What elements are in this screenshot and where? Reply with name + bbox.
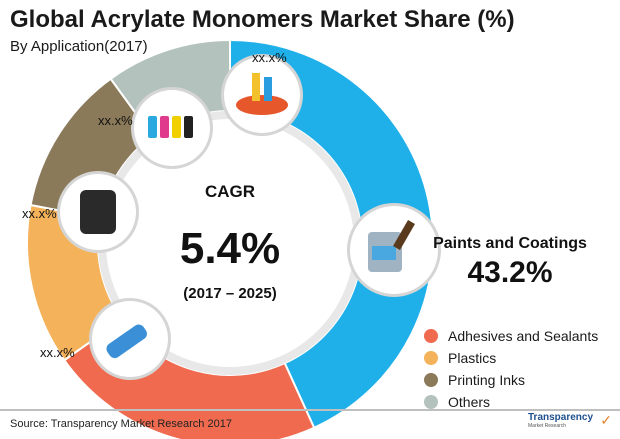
cagr-value: 5.4% xyxy=(180,224,280,273)
legend-swatch xyxy=(424,373,438,387)
water-tank-icon xyxy=(57,171,139,253)
glue-tube-icon xyxy=(89,298,171,380)
chart-title: Global Acrylate Monomers Market Share (%… xyxy=(10,6,515,33)
legend-label: Printing Inks xyxy=(448,372,526,388)
paint-bucket-icon xyxy=(347,203,441,297)
legend-label: Plastics xyxy=(448,350,497,366)
source-note: Source: Transparency Market Research 201… xyxy=(10,418,232,430)
highlight-label: Paints and Coatings xyxy=(433,235,587,252)
legend-swatch xyxy=(424,329,438,343)
legend-label: Others xyxy=(448,394,491,410)
slice-label: xx.x% xyxy=(22,206,57,221)
legend-swatch xyxy=(424,351,438,365)
legend-swatch xyxy=(424,395,438,409)
ink-bottles-icon xyxy=(131,87,213,169)
company-logo: Transparency Market Research ✓ xyxy=(528,412,612,436)
slice-label: xx.x% xyxy=(98,113,133,128)
legend-item-others: Others xyxy=(424,391,598,413)
paint-pots-icon xyxy=(221,54,303,136)
legend-label: Adhesives and Sealants xyxy=(448,328,599,344)
footer-divider xyxy=(0,409,620,411)
highlight-value: 43.2% xyxy=(467,256,552,289)
slice-label: xx.x% xyxy=(40,345,75,360)
center-disc xyxy=(106,119,354,367)
chart-subtitle: By Application(2017) xyxy=(10,38,148,55)
legend-item-adhesives: Adhesives and Sealants xyxy=(424,325,598,347)
checkmark-icon: ✓ xyxy=(600,412,612,428)
logo-sub: Market Research xyxy=(528,423,567,429)
legend-item-printing-inks: Printing Inks xyxy=(424,369,598,391)
legend: Adhesives and Sealants Plastics Printing… xyxy=(424,325,598,413)
cagr-label: CAGR xyxy=(205,182,255,201)
legend-item-plastics: Plastics xyxy=(424,347,598,369)
cagr-period: (2017 – 2025) xyxy=(183,285,276,302)
slice-label: xx.x% xyxy=(252,50,287,65)
logo-name: Transparency xyxy=(528,412,594,423)
